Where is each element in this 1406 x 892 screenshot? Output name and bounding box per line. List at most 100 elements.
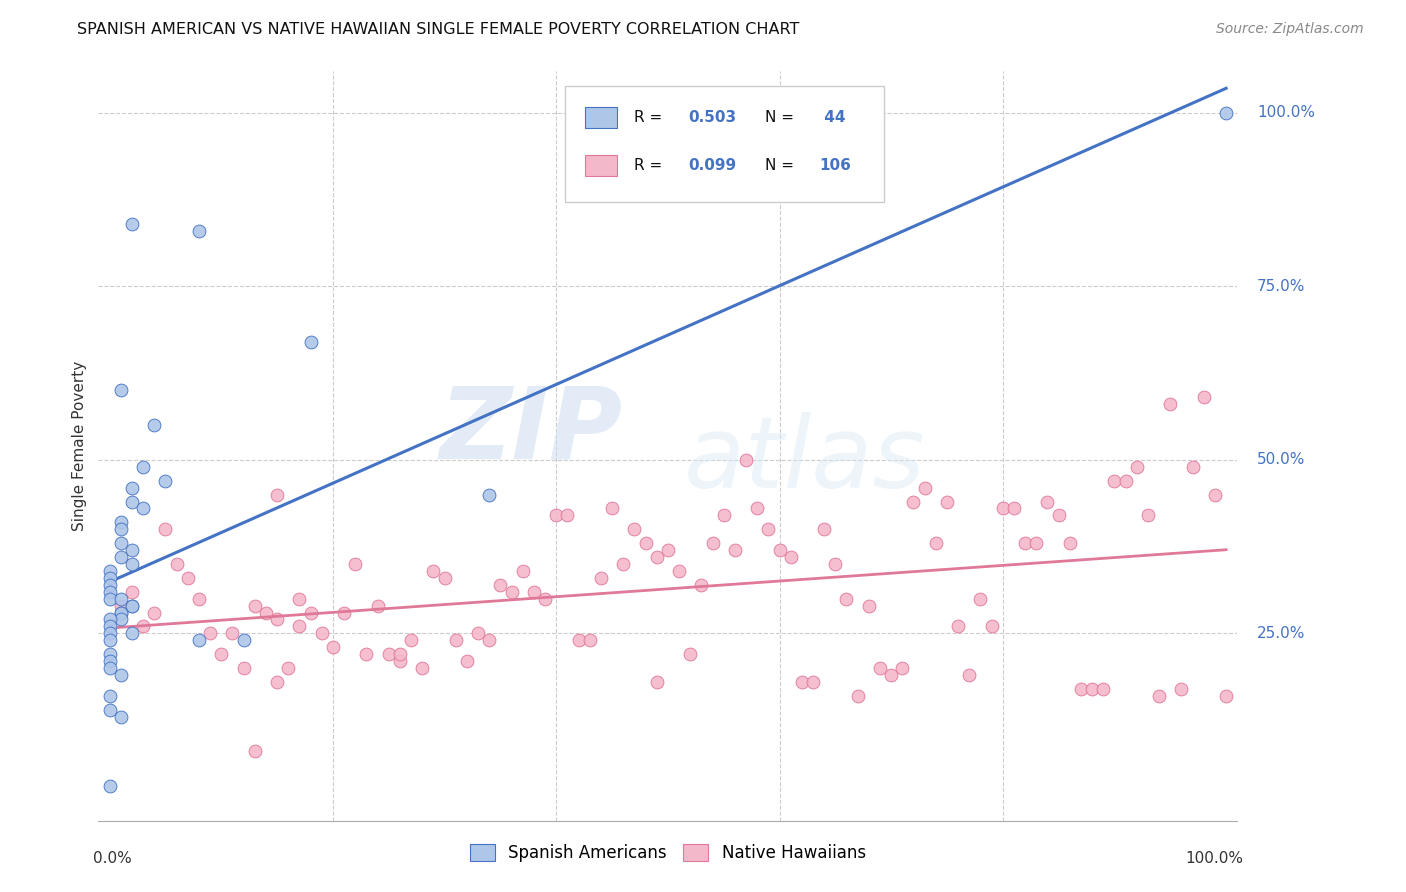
Point: [546, 508, 568, 523]
Text: 100.0%: 100.0%: [1185, 851, 1243, 865]
Point: [779, 549, 801, 564]
Point: [110, 709, 132, 723]
Point: [266, 487, 288, 501]
Point: [478, 487, 501, 501]
Point: [110, 522, 132, 536]
Point: [288, 591, 311, 606]
Text: R =: R =: [634, 110, 666, 125]
Point: [869, 661, 891, 675]
Point: [880, 668, 903, 682]
Point: [132, 619, 155, 633]
Legend: Spanish Americans, Native Hawaiians: Spanish Americans, Native Hawaiians: [463, 837, 873, 869]
Point: [98, 647, 121, 661]
Text: atlas: atlas: [683, 412, 925, 509]
Point: [1047, 508, 1070, 523]
Point: [243, 599, 266, 613]
Point: [266, 612, 288, 626]
Point: [612, 557, 634, 571]
Point: [489, 578, 512, 592]
Point: [1170, 681, 1192, 696]
Point: [110, 599, 132, 613]
Text: 75.0%: 75.0%: [1257, 279, 1305, 294]
Point: [422, 564, 444, 578]
Point: [969, 591, 991, 606]
Text: Source: ZipAtlas.com: Source: ZipAtlas.com: [1216, 22, 1364, 37]
Point: [399, 633, 422, 648]
FancyBboxPatch shape: [585, 155, 617, 177]
Point: [724, 543, 747, 558]
Text: 50.0%: 50.0%: [1257, 452, 1305, 467]
Text: 44: 44: [820, 110, 846, 125]
Point: [1181, 459, 1204, 474]
Point: [299, 334, 322, 349]
Point: [377, 647, 399, 661]
Point: [132, 501, 155, 516]
Point: [288, 619, 311, 633]
Point: [232, 661, 254, 675]
Point: [121, 481, 143, 495]
Point: [121, 494, 143, 508]
Text: 25.0%: 25.0%: [1257, 626, 1305, 640]
Point: [1215, 689, 1237, 703]
Point: [512, 564, 534, 578]
Point: [957, 668, 980, 682]
Point: [1115, 474, 1137, 488]
Point: [266, 674, 288, 689]
Point: [322, 640, 344, 655]
Point: [534, 591, 557, 606]
Point: [121, 599, 143, 613]
Point: [657, 543, 679, 558]
Point: [299, 606, 322, 620]
Text: 106: 106: [820, 158, 851, 173]
Point: [110, 516, 132, 530]
Point: [1059, 536, 1081, 550]
Text: R =: R =: [634, 158, 666, 173]
Point: [914, 481, 936, 495]
Point: [98, 654, 121, 668]
Text: SPANISH AMERICAN VS NATIVE HAWAIIAN SINGLE FEMALE POVERTY CORRELATION CHART: SPANISH AMERICAN VS NATIVE HAWAIIAN SING…: [77, 22, 800, 37]
Point: [110, 606, 132, 620]
Point: [110, 384, 132, 398]
Point: [668, 564, 690, 578]
Point: [110, 612, 132, 626]
Point: [232, 633, 254, 648]
Point: [98, 578, 121, 592]
Point: [623, 522, 645, 536]
Text: 0.503: 0.503: [689, 110, 737, 125]
Point: [645, 549, 668, 564]
Point: [768, 543, 790, 558]
Point: [121, 626, 143, 640]
Point: [121, 543, 143, 558]
Point: [143, 418, 166, 433]
Point: [1192, 391, 1215, 405]
Point: [747, 501, 769, 516]
Point: [456, 654, 478, 668]
Point: [98, 633, 121, 648]
Point: [1070, 681, 1092, 696]
Point: [1036, 494, 1059, 508]
Point: [891, 661, 914, 675]
Point: [187, 633, 209, 648]
Point: [433, 571, 456, 585]
Point: [121, 599, 143, 613]
Point: [589, 571, 612, 585]
Point: [1025, 536, 1047, 550]
Point: [756, 522, 779, 536]
Point: [98, 703, 121, 717]
Point: [501, 584, 523, 599]
Point: [187, 224, 209, 238]
Point: [801, 674, 824, 689]
Point: [98, 591, 121, 606]
Point: [467, 626, 489, 640]
Point: [858, 599, 880, 613]
Point: [1104, 474, 1126, 488]
FancyBboxPatch shape: [565, 87, 884, 202]
Point: [1204, 487, 1226, 501]
Point: [98, 564, 121, 578]
Point: [578, 633, 600, 648]
Point: [121, 584, 143, 599]
Point: [735, 453, 758, 467]
Point: [388, 654, 411, 668]
Point: [155, 522, 177, 536]
Point: [98, 779, 121, 793]
